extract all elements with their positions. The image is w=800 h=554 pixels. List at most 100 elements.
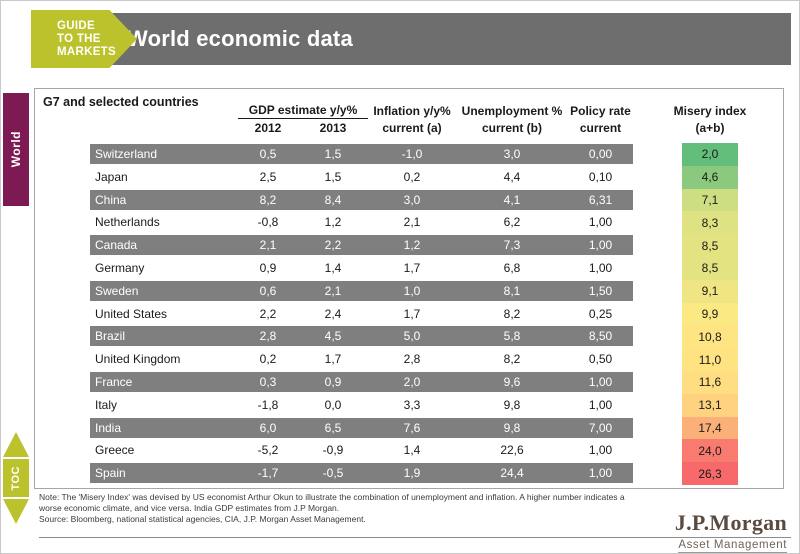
unemployment-value: 4,4 — [503, 169, 521, 184]
inflation-value: 1,7 — [403, 260, 421, 275]
gdp-2012-value: -1,7 — [257, 466, 279, 481]
policy-rate-value: 6,31 — [588, 192, 613, 207]
data-table-panel: G7 and selected countries GDP estimate y… — [34, 88, 784, 489]
country-name: United Kingdom — [95, 352, 181, 367]
unemployment-value: 8,2 — [503, 306, 521, 321]
country-name: India — [95, 420, 122, 435]
unemployment-value: 5,8 — [503, 329, 521, 344]
inflation-value: 3,3 — [403, 397, 421, 412]
country-band: Switzerland 0,5 1,5 -1,0 3,0 0,00 — [90, 144, 633, 164]
country-band: Spain -1,7 -0,5 1,9 24,4 1,00 — [90, 463, 633, 484]
column-header-inflation: Inflation y/y% — [373, 104, 451, 118]
country-name: Brazil — [95, 329, 126, 344]
policy-rate-value: 1,00 — [588, 397, 613, 412]
table-row: Netherlands -0,8 1,2 2,1 6,2 1,00 8,3 — [90, 211, 738, 235]
unemployment-value: 3,0 — [503, 147, 521, 161]
table-row: Spain -1,7 -0,5 1,9 24,4 1,00 26,3 — [90, 462, 738, 485]
gdp-2012-value: 2,1 — [259, 238, 277, 253]
gdp-2013-value: 2,4 — [324, 306, 342, 321]
gdp-2012-value: 0,2 — [259, 352, 277, 367]
sidebar-tab-world[interactable]: World — [3, 93, 29, 206]
table-row: China 8,2 8,4 3,0 4,1 6,31 7,1 — [90, 188, 738, 212]
country-name: Netherlands — [95, 215, 160, 230]
table-row: Germany 0,9 1,4 1,7 6,8 1,00 8,5 — [90, 256, 738, 280]
country-band: Sweden 0,6 2,1 1,0 8,1 1,50 — [90, 280, 633, 301]
country-name: France — [95, 374, 133, 389]
footnote: Note: The 'Misery Index' was devised by … — [39, 492, 627, 525]
policy-rate-value: 1,00 — [588, 260, 613, 275]
policy-rate-value: 1,00 — [588, 443, 613, 458]
inflation-value: 3,0 — [403, 192, 421, 207]
country-name: Switzerland — [95, 147, 158, 161]
unemployment-value: 7,3 — [503, 238, 521, 253]
gdp-2012-value: 8,2 — [259, 192, 277, 207]
misery-index-cell: 10,8 — [682, 325, 738, 349]
country-name: Sweden — [95, 283, 139, 298]
misery-index-cell: 8,3 — [682, 211, 738, 235]
country-band: United States 2,2 2,4 1,7 8,2 0,25 — [90, 304, 633, 324]
gdp-2012-value: -0,8 — [257, 215, 279, 230]
gdp-2013-value: 8,4 — [324, 192, 342, 207]
badge-line: TO THE — [57, 32, 101, 45]
gdp-2012-value: 0,3 — [259, 374, 277, 389]
column-header-inflation-sub: current (a) — [382, 121, 442, 135]
table-row: India 6,0 6,5 7,6 9,8 7,00 17,4 — [90, 416, 738, 440]
misery-index-cell: 26,3 — [682, 462, 738, 485]
misery-index-cell: 11,6 — [682, 370, 738, 394]
inflation-value: 5,0 — [403, 329, 421, 344]
policy-rate-value: 0,50 — [588, 352, 613, 367]
gdp-2013-value: 0,9 — [324, 374, 342, 389]
inflation-value: 7,6 — [403, 420, 421, 435]
country-name: Greece — [95, 443, 135, 458]
country-band: China 8,2 8,4 3,0 4,1 6,31 — [90, 189, 633, 210]
country-band: Germany 0,9 1,4 1,7 6,8 1,00 — [90, 258, 633, 278]
policy-rate-value: 1,00 — [588, 238, 613, 253]
gdp-2012-value: 2,5 — [259, 169, 277, 184]
column-header-misery-index: Misery index — [673, 104, 747, 118]
gdp-2012-value: -1,8 — [257, 397, 279, 412]
gdp-2013-value: 1,2 — [324, 215, 342, 230]
toc-label: TOC — [10, 465, 22, 491]
gdp-2012-value: 2,8 — [259, 329, 277, 344]
unemployment-value: 8,2 — [503, 352, 521, 367]
gdp-2012-value: 0,9 — [259, 260, 277, 275]
inflation-value: 2,8 — [403, 352, 421, 367]
unemployment-value: 6,8 — [503, 260, 521, 275]
column-header-gdp-group: GDP estimate y/y% — [238, 102, 368, 119]
column-header-2012: 2012 — [254, 121, 282, 135]
toc-down-arrow-icon[interactable] — [3, 499, 29, 524]
gdp-2012-value: 0,6 — [259, 283, 277, 298]
toc-button[interactable]: TOC — [3, 459, 29, 497]
inflation-value: 2,0 — [403, 374, 421, 389]
table-header: GDP estimate y/y% Inflation y/y% Unemplo… — [90, 102, 747, 136]
inflation-value: 1,9 — [403, 466, 421, 481]
country-band: Netherlands -0,8 1,2 2,1 6,2 1,00 — [90, 212, 633, 232]
table-row: Canada 2,1 2,2 1,2 7,3 1,00 8,5 — [90, 234, 738, 257]
column-header-unemployment-sub: current (b) — [482, 121, 542, 135]
footnote-note: Note: The 'Misery Index' was devised by … — [39, 492, 625, 514]
gdp-2013-value: 1,5 — [324, 147, 342, 161]
table-row: France 0,3 0,9 2,0 9,6 1,00 11,6 — [90, 370, 738, 394]
misery-index-cell: 11,0 — [682, 348, 738, 371]
inflation-value: 1,2 — [403, 238, 421, 253]
inflation-value: 0,2 — [403, 169, 421, 184]
jpmorgan-logo: J.P.Morgan — [674, 510, 787, 535]
jpmorgan-logo-division: Asset Management — [678, 539, 787, 553]
unemployment-value: 8,1 — [503, 283, 521, 298]
country-band: Canada 2,1 2,2 1,2 7,3 1,00 — [90, 235, 633, 256]
inflation-value: 1,4 — [403, 443, 421, 458]
unemployment-value: 9,8 — [503, 397, 521, 412]
misery-index-cell: 8,5 — [682, 256, 738, 280]
gdp-2012-value: 2,2 — [259, 306, 277, 321]
unemployment-value: 9,6 — [503, 374, 521, 389]
unemployment-value: 22,6 — [500, 443, 524, 458]
policy-rate-value: 0,00 — [588, 147, 613, 161]
gdp-2013-value: 1,4 — [324, 260, 342, 275]
country-name: Spain — [95, 466, 126, 481]
table-title: G7 and selected countries — [43, 95, 199, 109]
policy-rate-value: 1,00 — [588, 374, 613, 389]
page-title: World economic data — [127, 26, 353, 51]
unemployment-value: 9,8 — [503, 420, 521, 435]
toc-up-arrow-icon[interactable] — [3, 432, 29, 457]
